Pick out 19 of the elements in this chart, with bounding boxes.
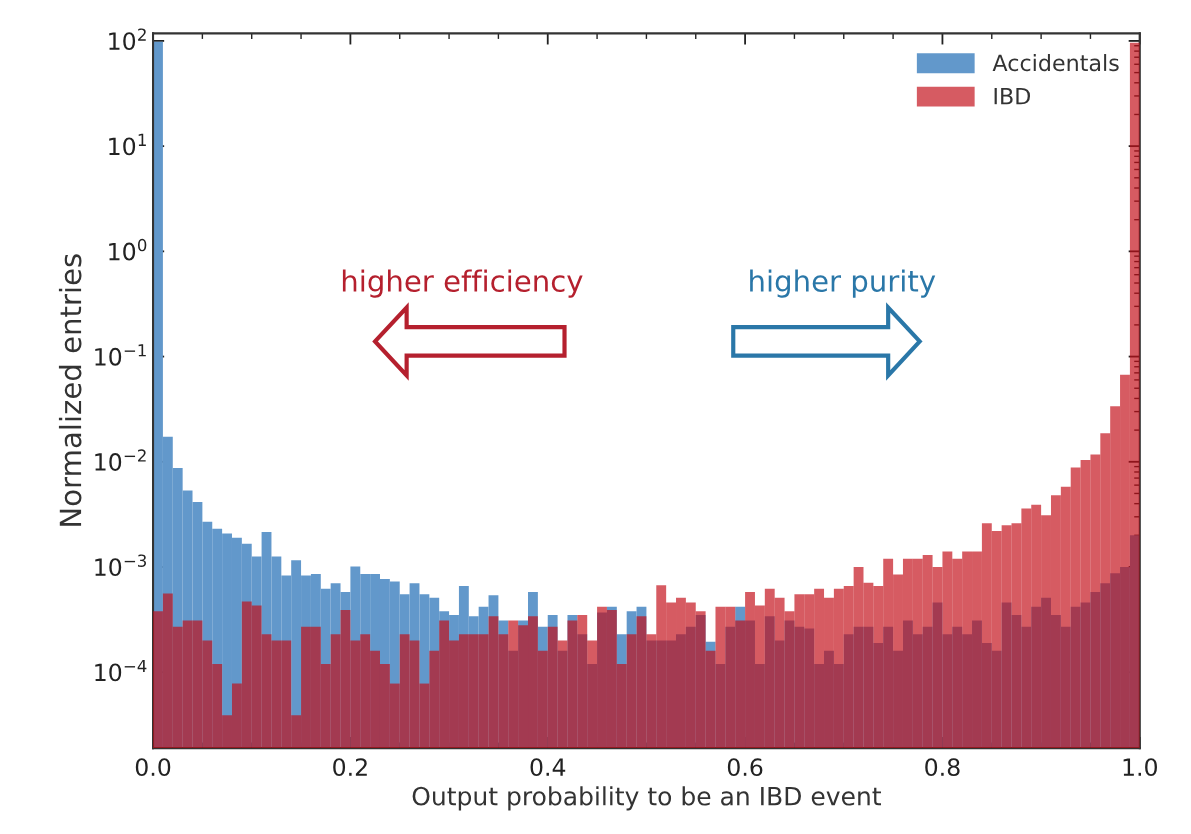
y-tick-label: 10$^{0}$	[109, 238, 147, 261]
legend-label: Accidentals	[992, 54, 1119, 72]
y-tick-label: 10$^{−3}$	[95, 554, 147, 577]
legend-label: IBD	[994, 88, 1031, 105]
y-tick-label: 10$^{2}$	[109, 28, 146, 51]
y-tick-label: 10$^{−1}$	[95, 344, 146, 366]
x-axis-title: Output probability to be an IBD event	[412, 786, 882, 811]
x-tick-label: 0.6	[727, 758, 763, 777]
x-tick-label: 1.0	[1123, 758, 1157, 777]
y-tick-label: 10$^{−4}$	[95, 659, 147, 682]
x-tick-label: 0.2	[333, 758, 367, 777]
x-tick-label: 0.4	[530, 758, 566, 777]
y-tick-label: 10$^{1}$	[109, 133, 146, 156]
annotation: higher efficiency	[342, 269, 583, 298]
y-tick-label: 10$^{−2}$	[95, 449, 146, 471]
x-tick-label: 0.8	[925, 758, 960, 777]
annotation: higher purity	[750, 269, 936, 298]
y-axis-title: Normalized entries	[58, 254, 82, 526]
x-tick-label: 0.0	[135, 758, 171, 777]
